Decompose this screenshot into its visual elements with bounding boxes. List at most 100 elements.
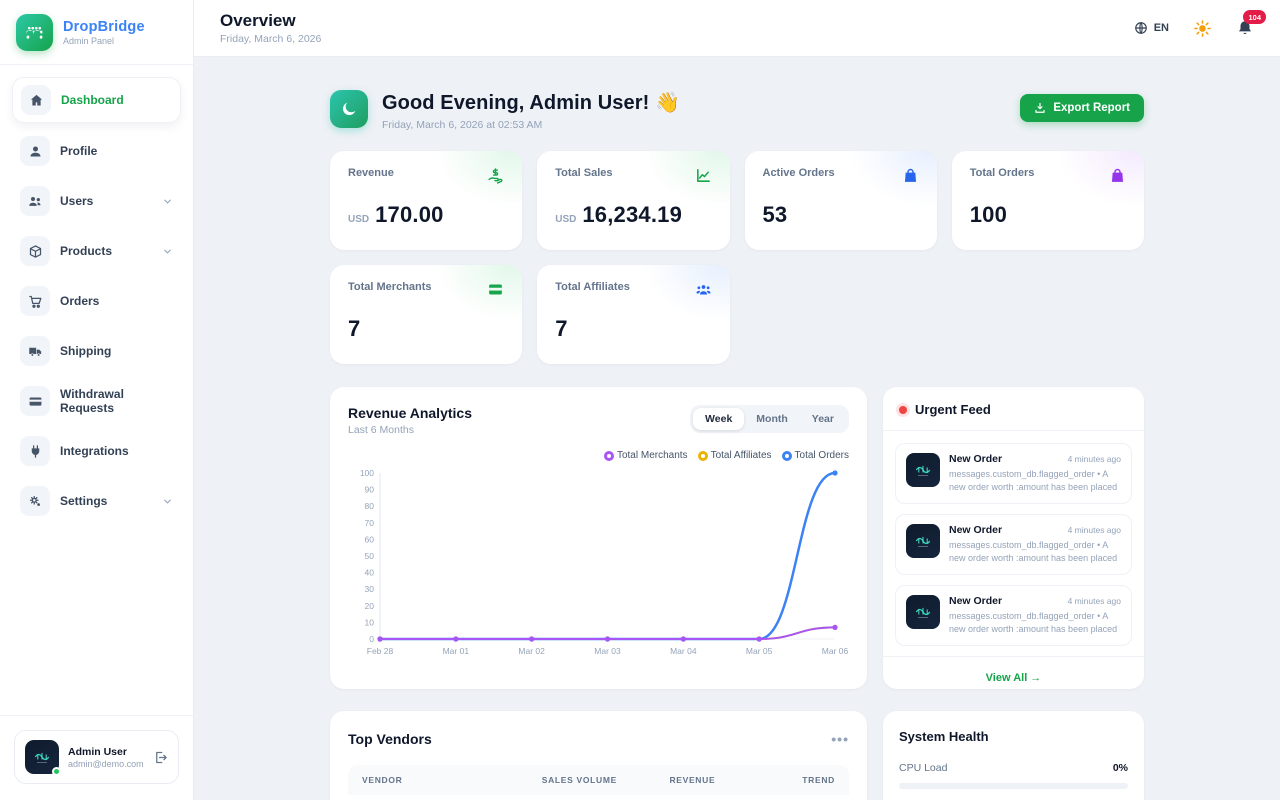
currency-label: USD	[555, 214, 577, 225]
system-health-title: System Health	[899, 729, 989, 744]
column-header: TREND	[802, 775, 835, 785]
sidebar-item-users[interactable]: Users	[12, 179, 181, 223]
sidebar: DropBridge Admin Panel Dashboard Profile…	[0, 0, 194, 800]
feed-message: A new order worth :amount has been place…	[949, 469, 1118, 493]
user-icon	[20, 136, 50, 166]
svg-text:Mar 03: Mar 03	[594, 646, 621, 656]
users-icon	[20, 186, 50, 216]
sidebar-item-products[interactable]: Products	[12, 229, 181, 273]
sidebar-item-integrations[interactable]: Integrations	[12, 429, 181, 473]
shopping-bag-icon	[902, 167, 919, 184]
stat-card-revenue: Revenue USD 170.00	[330, 151, 523, 250]
sidebar-item-settings[interactable]: Settings	[12, 479, 181, 523]
urgent-dot-icon	[899, 405, 907, 414]
svg-text:Mar 05: Mar 05	[746, 646, 773, 656]
sidebar-item-dashboard[interactable]: Dashboard	[12, 77, 181, 123]
feed-time: 4 minutes ago	[1067, 596, 1121, 607]
stat-card-active-orders: Active Orders 53	[744, 151, 937, 250]
feed-source: messages.custom_db.flagged_order	[949, 469, 1095, 479]
sidebar-item-label: Shipping	[60, 344, 112, 358]
language-selector[interactable]: EN	[1134, 21, 1169, 35]
range-month-button[interactable]: Month	[744, 408, 800, 430]
language-code: EN	[1153, 22, 1169, 34]
online-status-dot	[52, 767, 61, 776]
revenue-chart: 0 10 20 30 40 50 60 70 80 90 100 Feb 28 Mar 01 Mar 02…	[360, 468, 849, 656]
logout-icon[interactable]	[153, 750, 168, 765]
stat-card-total-merchants: Total Merchants 7	[330, 265, 523, 364]
cart-icon	[20, 286, 50, 316]
sidebar-item-label: Products	[60, 244, 113, 258]
urgent-feed-title: Urgent Feed	[915, 402, 991, 417]
stat-value: 100	[969, 202, 1008, 227]
dropbridge-logo-icon	[16, 14, 53, 51]
svg-text:50: 50	[365, 551, 375, 561]
stat-label: Total Merchants	[348, 281, 432, 293]
feed-avatar	[906, 595, 940, 630]
user-email: admin@demo.com	[68, 758, 144, 769]
svg-text:0: 0	[369, 634, 374, 644]
stat-label: Total Sales	[555, 167, 613, 179]
sidebar-item-label: Withdrawal Requests	[60, 387, 124, 415]
page-date: Friday, March 6, 2026	[220, 33, 322, 45]
sidebar-item-withdrawal-requests[interactable]: Withdrawal Requests	[12, 379, 181, 423]
export-report-button[interactable]: Export Report	[1020, 94, 1144, 122]
sidebar-user-card: Admin User admin@demo.com	[14, 730, 179, 784]
legend-total-merchants[interactable]: Total Merchants	[603, 450, 688, 461]
vendors-table-header: VENDOR SALES VOLUME REVENUE TREND	[348, 765, 849, 795]
range-week-button[interactable]: Week	[693, 408, 745, 430]
chart-line-icon	[695, 167, 712, 184]
svg-text:Mar 02: Mar 02	[518, 646, 545, 656]
chevron-down-icon	[162, 496, 173, 507]
range-year-button[interactable]: Year	[800, 408, 846, 430]
legend-ring-icon	[781, 450, 792, 461]
analytics-subtitle: Last 6 Months	[348, 424, 414, 436]
stat-card-total-orders: Total Orders 100	[951, 151, 1144, 250]
feed-source: messages.custom_db.flagged_order	[949, 540, 1095, 551]
legend-total-orders[interactable]: Total Orders	[781, 450, 849, 461]
chart-legend: Total Merchants Total Affiliates Total O…	[348, 450, 849, 461]
user-name: Admin User	[68, 745, 127, 758]
svg-text:Feb 28: Feb 28	[367, 646, 394, 656]
sidebar-nav: Dashboard Profile Users Products Orders	[0, 65, 193, 715]
more-options-icon[interactable]: •••	[831, 731, 849, 747]
stat-card-total-affiliates: Total Affiliates 7	[537, 265, 730, 364]
sidebar-item-profile[interactable]: Profile	[12, 129, 181, 173]
sidebar-item-label: Orders	[60, 294, 100, 308]
greeting-datetime: Friday, March 6, 2026 at 02:53 AM	[382, 119, 543, 131]
stat-value: 16,234.19	[582, 202, 683, 227]
metric-value: 0%	[1112, 762, 1128, 774]
currency-label: USD	[348, 214, 370, 225]
avatar	[25, 740, 61, 776]
feed-title: New Order	[949, 524, 1003, 537]
svg-text:60: 60	[365, 534, 375, 544]
stats-grid: Revenue USD 170.00 Total Sales USD 16,234.…	[330, 151, 1144, 364]
notifications-bell-icon[interactable]: 104	[1236, 10, 1266, 37]
wallet-icon	[20, 386, 50, 416]
svg-text:Mar 04: Mar 04	[670, 646, 697, 656]
column-header: SALES VOLUME	[541, 775, 617, 785]
sidebar-item-orders[interactable]: Orders	[12, 279, 181, 323]
theme-toggle-sun-icon[interactable]	[1193, 19, 1212, 38]
svg-text:10: 10	[365, 617, 375, 627]
sidebar-item-shipping[interactable]: Shipping	[12, 329, 181, 373]
feed-message: A new order worth :amount has been place…	[949, 611, 1118, 635]
main-area: Overview Friday, March 6, 2026 EN 104	[194, 0, 1280, 800]
sidebar-item-label: Integrations	[60, 444, 129, 458]
stat-label: Revenue	[348, 167, 394, 179]
feed-time: 4 minutes ago	[1067, 525, 1121, 536]
sidebar-footer: Admin User admin@demo.com	[0, 715, 193, 800]
stat-value: 170.00	[375, 202, 444, 227]
stat-value: 53	[762, 202, 788, 227]
legend-total-affiliates[interactable]: Total Affiliates	[697, 450, 772, 461]
column-header: REVENUE	[669, 775, 716, 785]
stat-value: 7	[555, 316, 568, 341]
home-icon	[21, 85, 51, 115]
feed-avatar	[906, 524, 940, 559]
svg-text:80: 80	[365, 501, 375, 511]
content-scroll[interactable]: Good Evening, Admin User! 👋 Friday, Marc…	[194, 57, 1280, 800]
analytics-title: Revenue Analytics	[348, 405, 472, 421]
globe-icon	[1134, 21, 1148, 35]
view-all-link[interactable]: View All →	[985, 672, 1042, 685]
urgent-feed-list: New Order 4 minutes ago messages.custom_d…	[883, 431, 1144, 656]
cpu-progress-bar	[899, 783, 1128, 789]
